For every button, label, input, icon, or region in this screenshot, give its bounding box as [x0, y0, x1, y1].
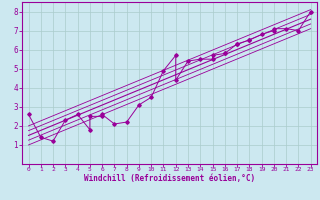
X-axis label: Windchill (Refroidissement éolien,°C): Windchill (Refroidissement éolien,°C) — [84, 174, 255, 183]
